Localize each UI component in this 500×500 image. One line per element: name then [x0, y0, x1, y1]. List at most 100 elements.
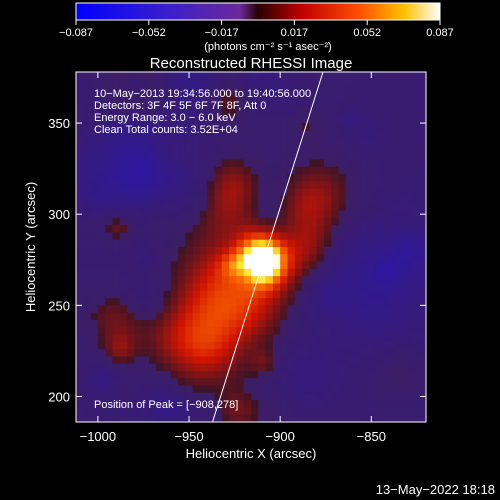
- heatmap-cell: [141, 385, 150, 394]
- heatmap-cell: [360, 210, 369, 219]
- heatmap-cell: [127, 225, 135, 234]
- heatmap-cell: [287, 217, 296, 226]
- heatmap-cell: [316, 101, 325, 110]
- heatmap-cell: [389, 217, 398, 226]
- heatmap-cell: [411, 188, 420, 197]
- heatmap-cell: [331, 247, 340, 255]
- heatmap-cell: [105, 385, 114, 394]
- heatmap-cell: [163, 72, 172, 80]
- heatmap-cell: [389, 392, 398, 401]
- heatmap-cell: [331, 210, 340, 219]
- heatmap-cell: [236, 319, 245, 328]
- heatmap-cell: [258, 93, 267, 102]
- heatmap-cell: [309, 101, 318, 110]
- heatmap-cell: [221, 86, 230, 95]
- heatmap-cell: [280, 130, 289, 139]
- heatmap-cell: [309, 356, 318, 365]
- heatmap-cell: [178, 123, 186, 131]
- heatmap-cell: [360, 414, 369, 422]
- heatmap-cell: [243, 276, 252, 285]
- heatmap-cell: [294, 363, 303, 372]
- heatmap-cell: [258, 370, 267, 379]
- heatmap-cell: [272, 130, 281, 139]
- heatmap-cell: [163, 312, 172, 321]
- heatmap-cell: [105, 392, 114, 401]
- heatmap-cell: [163, 137, 172, 146]
- heatmap-cell: [156, 254, 165, 263]
- heatmap-cell: [112, 225, 121, 234]
- heatmap-cell: [287, 174, 296, 182]
- heatmap-cell: [323, 400, 332, 409]
- heatmap-cell: [134, 363, 143, 372]
- heatmap-cell: [367, 276, 376, 285]
- heatmap-cell: [323, 210, 332, 219]
- heatmap-cell: [119, 93, 128, 102]
- heatmap-cell: [396, 254, 405, 263]
- heatmap-cell: [105, 407, 114, 416]
- heatmap-cell: [360, 254, 369, 263]
- heatmap-cell: [302, 283, 310, 292]
- heatmap-cell: [323, 363, 332, 372]
- heatmap-cell: [251, 225, 259, 234]
- heatmap-cell: [418, 247, 426, 255]
- heatmap-cell: [221, 72, 230, 80]
- heatmap-cell: [192, 327, 201, 336]
- heatmap-cell: [272, 319, 281, 328]
- heatmap-cell: [367, 181, 376, 190]
- heatmap-cell: [353, 261, 361, 270]
- heatmap-cell: [112, 79, 121, 88]
- heatmap-cell: [76, 319, 84, 328]
- heatmap-cell: [389, 254, 398, 263]
- heatmap-cell: [331, 188, 340, 197]
- annotation-time: 10−May−2013 19:34:56.000 to 19:40:56.000: [94, 88, 311, 100]
- heatmap-cell: [418, 108, 426, 117]
- heatmap-cell: [236, 370, 245, 379]
- heatmap-cell: [331, 319, 340, 328]
- heatmap-cell: [170, 123, 179, 131]
- heatmap-cell: [272, 93, 281, 102]
- heatmap-cell: [76, 363, 84, 372]
- heatmap-cell: [360, 327, 369, 336]
- heatmap-cell: [316, 363, 325, 372]
- heatmap-cell: [404, 283, 413, 292]
- heatmap-cell: [309, 290, 318, 299]
- heatmap-cell: [214, 108, 223, 117]
- heatmap-cell: [156, 144, 165, 153]
- heatmap-cell: [178, 203, 186, 212]
- heatmap-cell: [112, 123, 121, 131]
- heatmap-cell: [360, 93, 369, 102]
- heatmap-cell: [367, 239, 376, 248]
- heatmap-cell: [105, 298, 114, 306]
- heatmap-cell: [345, 298, 354, 306]
- heatmap-cell: [83, 130, 92, 139]
- heatmap-cell: [134, 152, 143, 161]
- heatmap-cell: [382, 79, 391, 88]
- heatmap-cell: [294, 225, 303, 234]
- heatmap-cell: [272, 276, 281, 285]
- heatmap-cell: [287, 385, 296, 394]
- heatmap-cell: [207, 152, 216, 161]
- heatmap-cell: [199, 305, 208, 314]
- heatmap-cell: [316, 108, 325, 117]
- heatmap-cell: [134, 254, 143, 263]
- heatmap-cell: [207, 312, 216, 321]
- heatmap-cell: [396, 385, 405, 394]
- heatmap-cell: [302, 290, 310, 299]
- heatmap-cell: [389, 312, 398, 321]
- heatmap-cell: [353, 188, 361, 197]
- heatmap-cell: [251, 356, 259, 365]
- heatmap-cell: [389, 101, 398, 110]
- heatmap-cell: [141, 312, 150, 321]
- heatmap-cell: [374, 407, 383, 416]
- heatmap-cell: [127, 174, 135, 182]
- heatmap-cell: [251, 276, 259, 285]
- heatmap-cell: [382, 290, 391, 299]
- heatmap-cell: [389, 407, 398, 416]
- heatmap-cell: [411, 239, 420, 248]
- heatmap-cell: [374, 370, 383, 379]
- heatmap-cell: [112, 137, 121, 146]
- heatmap-cell: [178, 378, 186, 387]
- heatmap-cell: [258, 298, 267, 306]
- heatmap-cell: [185, 290, 194, 299]
- heatmap-cell: [105, 101, 114, 110]
